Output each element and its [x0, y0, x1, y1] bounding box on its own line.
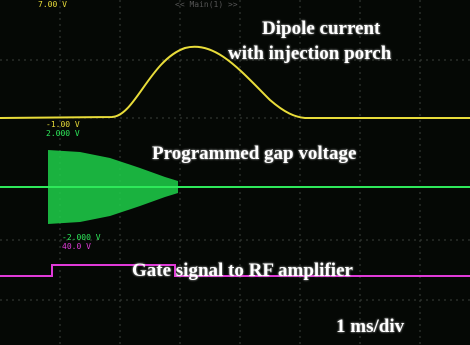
timebase-label: << Main(1) >>: [175, 0, 238, 9]
trace-label: Programmed gap voltage: [152, 143, 356, 165]
oscilloscope-screen: 7.00 V << Main(1) >> Dipole current with…: [0, 0, 470, 345]
time-scale: 1 ms/div: [336, 316, 404, 338]
channel-scale: 7.00 V: [38, 0, 67, 9]
channel-scale: 40.0 V: [62, 242, 91, 251]
trace-label: Dipole current: [262, 18, 380, 40]
channel-offset: -1.00 V: [46, 120, 80, 129]
trace-label: with injection porch: [228, 43, 391, 65]
trace-label: Gate signal to RF amplifier: [132, 260, 353, 282]
channel-scale: 2.000 V: [46, 129, 80, 138]
channel-offset: -2.000 V: [62, 233, 101, 242]
